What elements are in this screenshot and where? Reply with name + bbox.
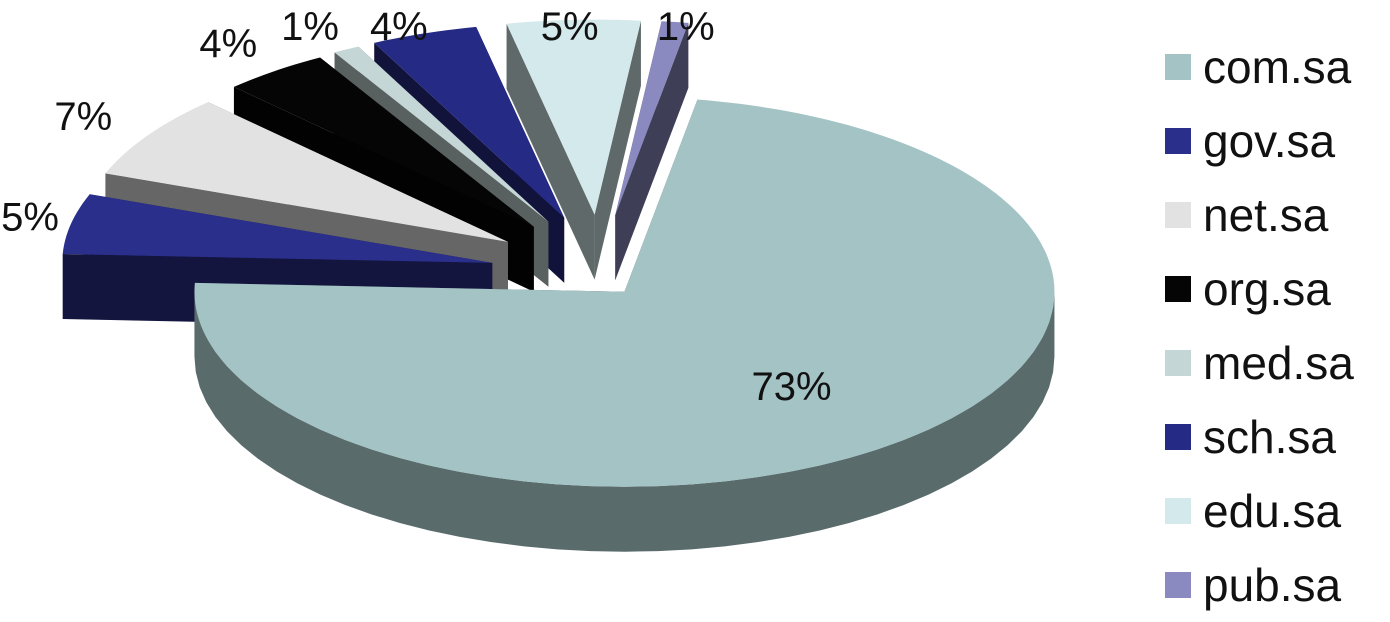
pie-chart: 73% 5% 7% 4% 1% 4% 5% 1% (1, 5, 1055, 552)
slice-com-sa (194, 99, 1055, 552)
legend-item-com-sa: com.sa (1165, 30, 1390, 104)
slice-wall-edu-sa-0 (506, 23, 595, 280)
pie-labels: 73% 5% 7% 4% 1% 4% 5% 1% (1, 5, 831, 409)
slice-top-gov-sa (62, 194, 493, 263)
legend-swatch (1165, 424, 1191, 450)
data-label-org-sa: 4% (199, 22, 257, 66)
slice-top-edu-sa (506, 19, 641, 215)
legend-swatch (1165, 128, 1191, 154)
legend-item-org-sa: org.sa (1165, 252, 1390, 326)
legend-label: org.sa (1203, 263, 1331, 315)
data-label-net-sa: 7% (54, 95, 112, 139)
legend-label: net.sa (1203, 189, 1329, 241)
legend-label: gov.sa (1203, 115, 1336, 167)
legend-swatch (1165, 498, 1191, 524)
legend-label: com.sa (1203, 41, 1352, 93)
data-label-com-sa: 73% (752, 365, 832, 409)
slice-top-org-sa (233, 57, 534, 227)
slice-top-com-sa (194, 99, 1055, 487)
legend-item-med-sa: med.sa (1165, 326, 1390, 400)
legend-item-pub-sa: pub.sa (1165, 548, 1390, 622)
slice-top-sch-sa (374, 26, 565, 218)
slice-edu-sa (506, 19, 641, 280)
data-label-pub-sa: 1% (657, 5, 715, 49)
slice-pub-sa (615, 21, 689, 281)
slice-wall-edu-sa-1 (594, 20, 641, 280)
legend-swatch (1165, 572, 1191, 598)
legend-label: edu.sa (1203, 485, 1342, 537)
slice-top-net-sa (105, 102, 508, 242)
pie-slices (62, 19, 1055, 552)
legend-label: sch.sa (1203, 411, 1336, 463)
slice-top-med-sa (334, 46, 549, 222)
data-label-sch-sa: 4% (370, 5, 428, 49)
legend-label: pub.sa (1203, 559, 1342, 611)
legend-swatch (1165, 276, 1191, 302)
data-label-edu-sa: 5% (541, 5, 599, 49)
data-label-gov-sa: 5% (1, 196, 59, 240)
data-label-med-sa: 1% (281, 5, 339, 49)
legend-swatch (1165, 54, 1191, 80)
legend-item-net-sa: net.sa (1165, 178, 1390, 252)
legend-swatch (1165, 202, 1191, 228)
slice-wall-pub-sa-1 (615, 22, 689, 281)
legend-swatch (1165, 350, 1191, 376)
legend-item-sch-sa: sch.sa (1165, 400, 1390, 474)
legend-item-edu-sa: edu.sa (1165, 474, 1390, 548)
legend-item-gov-sa: gov.sa (1165, 104, 1390, 178)
legend: com.sa gov.sa net.sa org.sa med.sa sch.sa edu.… (1165, 30, 1390, 622)
slice-side-com-sa (194, 291, 1055, 552)
slice-top-pub-sa (615, 21, 689, 216)
legend-label: med.sa (1203, 337, 1354, 389)
